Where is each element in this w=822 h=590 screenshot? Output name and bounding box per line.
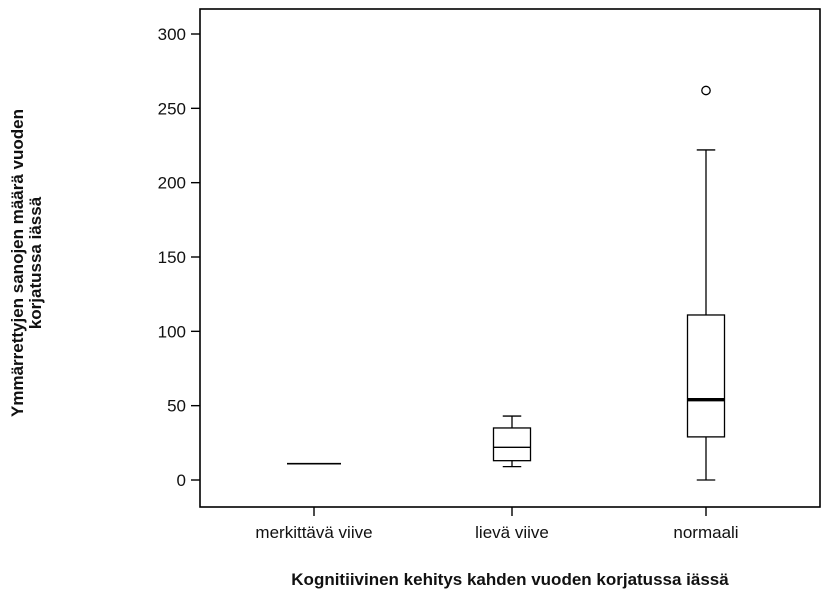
- y-tick-label: 150: [158, 248, 186, 267]
- x-tick-label: merkittävä viive: [255, 523, 372, 542]
- y-tick-label: 200: [158, 174, 186, 193]
- boxes: [287, 85, 726, 481]
- y-tick-label: 100: [158, 322, 186, 341]
- box-group: [492, 415, 532, 468]
- y-axis-title-line-1: Ymmärrettyjen sanojen määrä vuoden: [8, 109, 27, 417]
- y-tick-label: 50: [167, 397, 186, 416]
- x-tick-label: normaali: [673, 523, 738, 542]
- plot-frame: [199, 8, 821, 508]
- y-axis-title-line-2: korjatussa iässä: [26, 196, 45, 329]
- y-axis-title: Ymmärrettyjen sanojen määrä vuoden korja…: [8, 109, 45, 417]
- x-axis-title: Kognitiivinen kehitys kahden vuoden korj…: [291, 570, 729, 589]
- box-group: [686, 85, 726, 481]
- x-tick-label: lievä viive: [475, 523, 549, 542]
- y-tick-label: 250: [158, 99, 186, 118]
- outlier-point: [701, 85, 711, 96]
- y-tick-label: 0: [177, 471, 186, 490]
- iqr-box: [492, 427, 532, 462]
- x-axis: merkittävä viive lievä viive normaali: [255, 507, 739, 542]
- iqr-box: [686, 314, 726, 438]
- y-axis: 0 50 100 150 200 250 300: [158, 25, 200, 490]
- y-tick-label: 300: [158, 25, 186, 44]
